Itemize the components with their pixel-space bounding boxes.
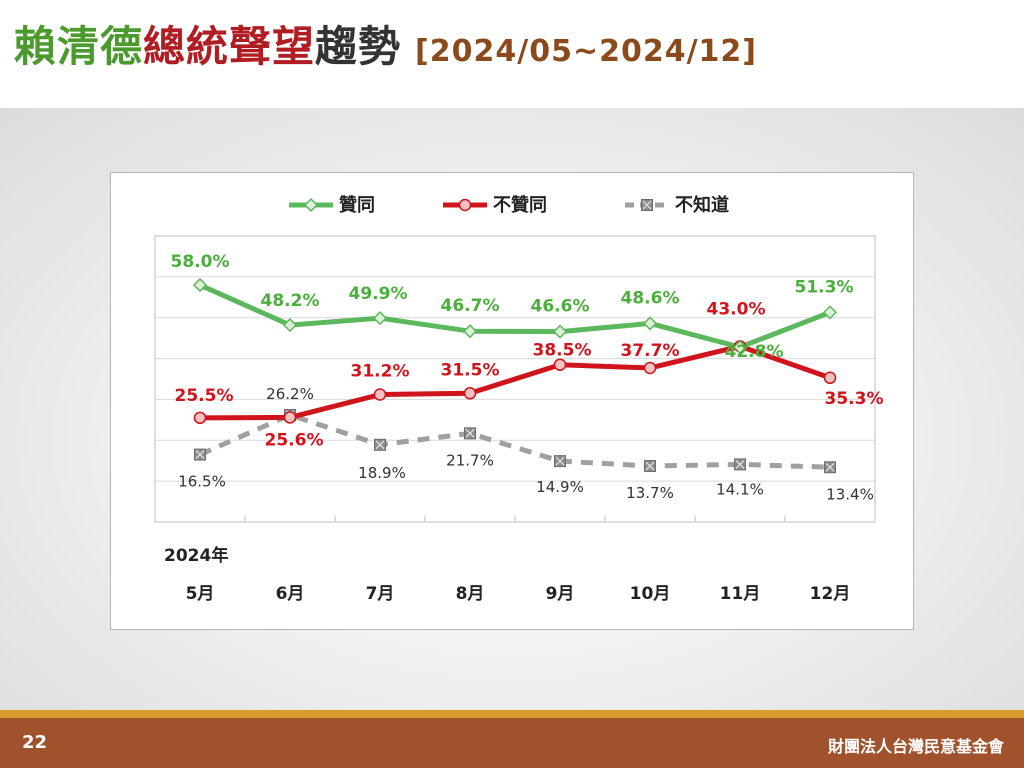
marker-unknown-cross xyxy=(735,459,745,469)
x-tick-label: 9月 xyxy=(546,584,575,604)
title-part-approval: 總統聲望 xyxy=(143,22,316,71)
x-tick-label: 11月 xyxy=(720,584,761,604)
organization-name: 財團法人台灣民意基金會 xyxy=(827,737,1004,756)
data-label-approve: 46.7% xyxy=(441,296,500,316)
marker-approve xyxy=(192,277,208,293)
legend-label-unknown: 不知道 xyxy=(675,194,729,216)
series-lines xyxy=(198,282,831,470)
x-tick-label: 10月 xyxy=(630,584,671,604)
data-label-approve: 49.9% xyxy=(349,284,408,304)
marker-approve xyxy=(642,316,658,331)
legend-marker-approve xyxy=(303,197,319,213)
data-label-disapprove: 35.3% xyxy=(825,389,884,409)
marker-disapprove xyxy=(193,411,207,425)
data-label-disapprove: 37.7% xyxy=(621,341,680,361)
marker-unknown-cross xyxy=(465,428,475,438)
marker-disapprove xyxy=(823,371,837,385)
marker-disapprove xyxy=(553,358,567,371)
x-axis-year-label: 2024年 xyxy=(164,545,228,566)
legend-marker-unknown xyxy=(641,199,653,211)
title-date-range: [2024/05~2024/12] xyxy=(415,34,758,69)
marker-unknown xyxy=(734,458,746,471)
data-label-approve: 51.3% xyxy=(795,277,854,297)
data-label-approve: 46.6% xyxy=(531,297,590,317)
marker-unknown xyxy=(464,427,476,440)
data-label-approve: 48.6% xyxy=(621,288,680,308)
marker-unknown-cross xyxy=(555,456,565,466)
data-label-disapprove: 31.5% xyxy=(441,360,500,380)
data-label-unknown: 18.9% xyxy=(358,464,406,482)
marker-approve xyxy=(282,318,298,333)
title-part-name: 賴清德 xyxy=(14,22,144,71)
footer-stripe xyxy=(0,710,1024,718)
marker-disapprove xyxy=(283,411,297,424)
data-label-disapprove: 25.5% xyxy=(175,386,234,406)
x-axis: 5月 6月 7月 8月 9月 10月 11月 12月 2024年 xyxy=(164,545,850,604)
data-label-disapprove: 38.5% xyxy=(533,341,592,361)
chart-container: 贊同 不贊同 不知道 58.0% 48.2% 49.9% 46.7% 46.6% 48.6% 4… xyxy=(110,172,914,630)
x-tick-label: 7月 xyxy=(366,584,395,604)
title-bar: 賴清德總統聲望趨勢 [2024/05~2024/12] xyxy=(0,0,1024,108)
data-label-unknown: 14.9% xyxy=(536,478,584,496)
slide-title: 賴清德總統聲望趨勢 [2024/05~2024/12] xyxy=(14,26,757,68)
approval-trend-chart: 贊同 不贊同 不知道 58.0% 48.2% 49.9% 46.7% 46.6% 48.6% 4… xyxy=(154,194,884,604)
marker-approve xyxy=(732,340,748,355)
data-label-unknown: 21.7% xyxy=(446,451,494,469)
x-tick-label: 5月 xyxy=(186,584,215,604)
marker-disapprove xyxy=(643,361,657,375)
x-tick-label: 6月 xyxy=(276,584,305,604)
title-part-trend: 趨勢 xyxy=(315,22,402,71)
chart-legend: 贊同 不贊同 不知道 xyxy=(289,194,729,216)
data-label-disapprove: 43.0% xyxy=(707,299,766,319)
legend-label-disapprove: 不贊同 xyxy=(493,194,547,216)
x-tick-label: 8月 xyxy=(456,584,485,604)
marker-approve xyxy=(372,311,388,326)
marker-unknown xyxy=(194,448,206,461)
marker-approve xyxy=(462,324,478,339)
data-label-disapprove: 25.6% xyxy=(265,430,324,450)
marker-unknown xyxy=(374,438,386,451)
marker-approve xyxy=(822,305,838,320)
data-label-approve: 58.0% xyxy=(171,252,230,272)
footer-bar: 22 財團法人台灣民意基金會 xyxy=(0,718,1024,768)
data-labels: 58.0% 48.2% 49.9% 46.7% 46.6% 48.6% 42.8% 51.3%… xyxy=(171,252,884,503)
legend-marker-unknown-cross xyxy=(642,200,652,210)
series-markers xyxy=(192,277,838,474)
legend-label-approve: 贊同 xyxy=(339,194,375,216)
marker-unknown-cross xyxy=(375,440,385,450)
data-label-unknown: 26.2% xyxy=(266,385,314,403)
marker-unknown xyxy=(824,461,836,474)
marker-unknown-cross xyxy=(645,461,655,471)
page-number: 22 xyxy=(22,732,48,753)
marker-unknown-cross xyxy=(825,462,835,472)
x-tick-label: 12月 xyxy=(810,584,851,604)
data-label-unknown: 14.1% xyxy=(716,480,764,498)
data-label-approve: 42.8% xyxy=(725,342,784,362)
marker-disapprove xyxy=(463,387,477,400)
series-line-disapprove xyxy=(199,343,831,421)
legend-marker-disapprove xyxy=(458,198,472,212)
series-line-unknown xyxy=(198,412,831,470)
series-line-approve xyxy=(198,282,831,350)
marker-unknown-cross xyxy=(195,450,205,460)
data-label-approve: 48.2% xyxy=(261,291,320,311)
marker-unknown xyxy=(644,460,656,473)
data-label-unknown: 13.7% xyxy=(626,484,674,502)
data-label-unknown: 13.4% xyxy=(826,485,874,503)
marker-approve xyxy=(552,324,568,339)
marker-unknown xyxy=(554,455,566,468)
data-label-unknown: 16.5% xyxy=(178,473,226,491)
data-label-disapprove: 31.2% xyxy=(351,362,410,382)
marker-disapprove xyxy=(373,388,387,401)
